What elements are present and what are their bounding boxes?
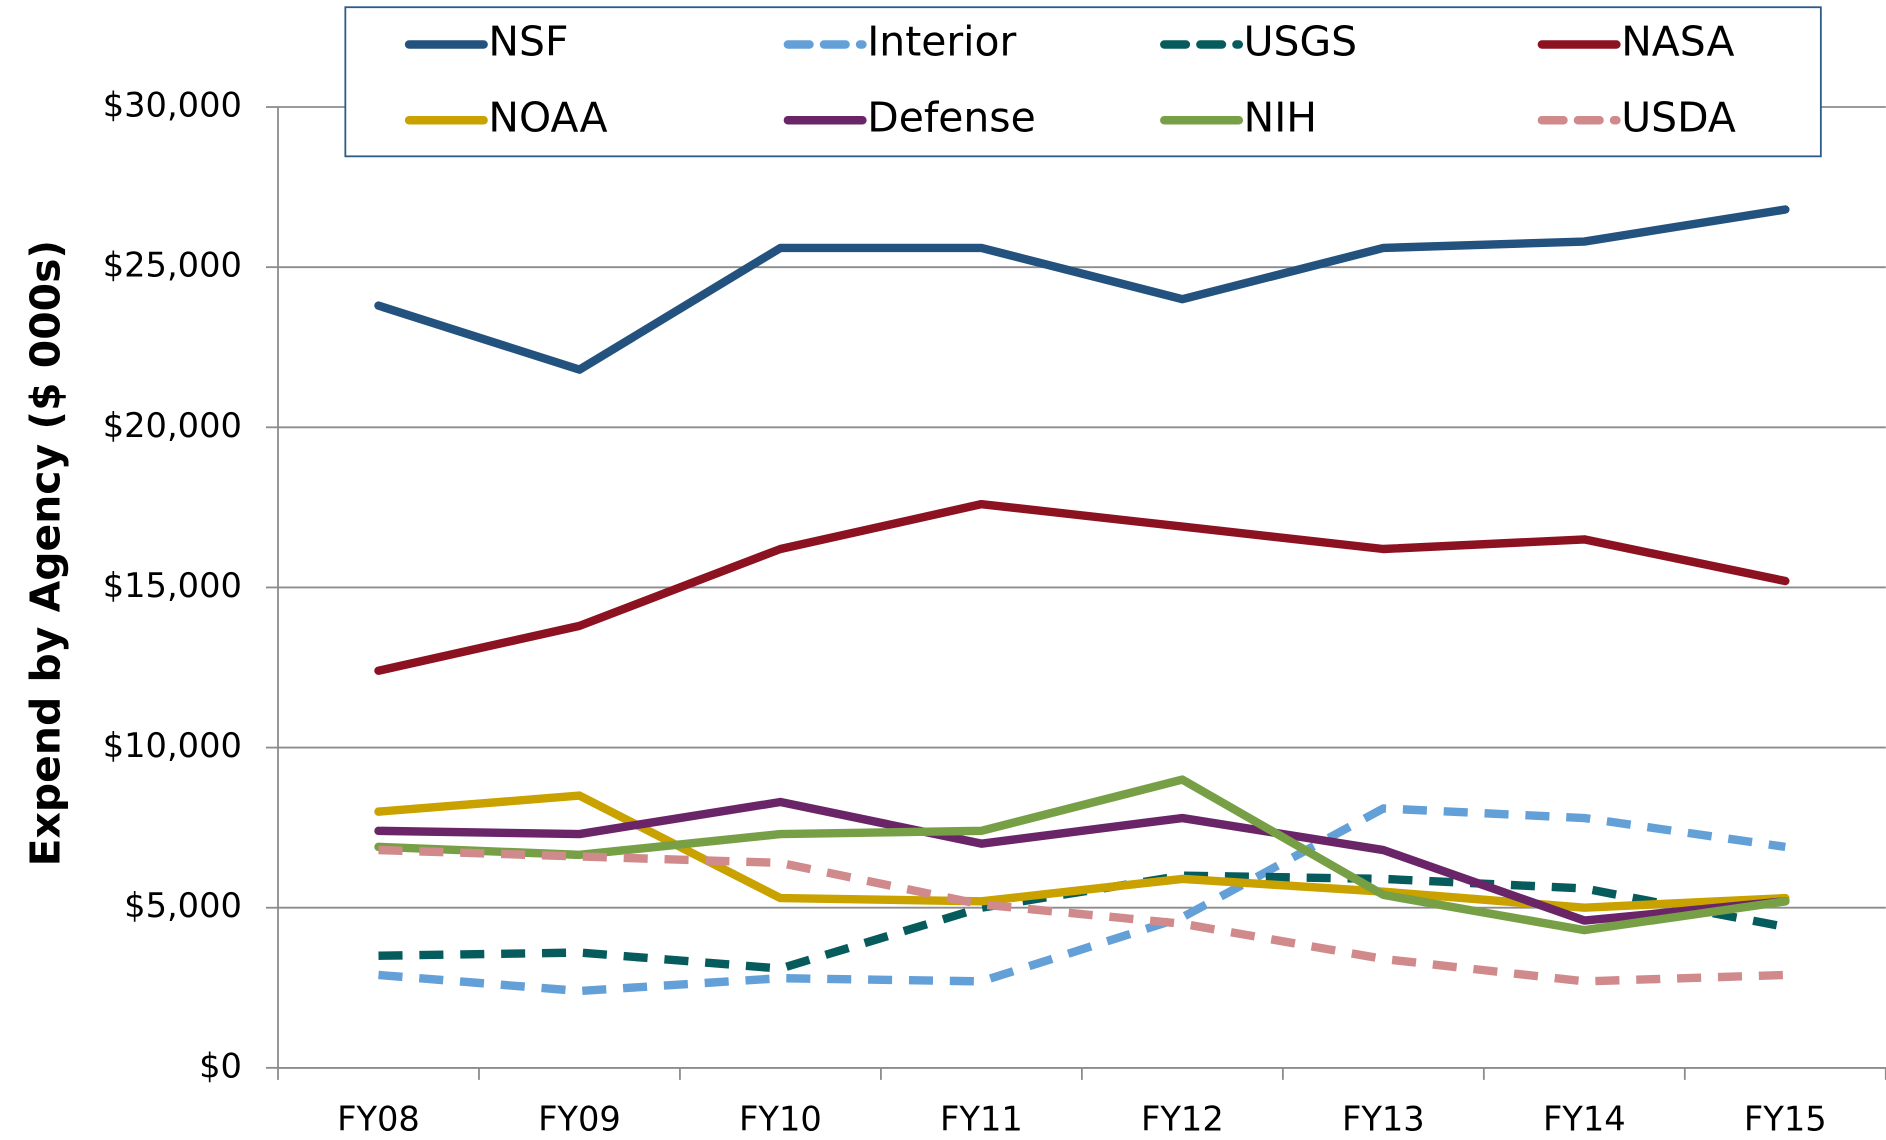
legend-label: USDA	[1621, 93, 1736, 141]
y-tick-label: $20,000	[103, 406, 242, 445]
x-tick-label: FY11	[940, 1099, 1023, 1138]
series-line	[378, 845, 1786, 986]
x-tick-label: FY15	[1744, 1099, 1827, 1138]
series-line	[374, 775, 1790, 935]
legend-label: USGS	[1244, 17, 1357, 65]
series-line	[374, 205, 1790, 374]
x-tick-label: FY14	[1543, 1099, 1626, 1138]
x-tick-label: FY08	[337, 1099, 420, 1138]
y-tick-label: $30,000	[103, 86, 242, 125]
legend-label: Defense	[867, 93, 1036, 141]
legend-label: Interior	[867, 17, 1016, 65]
series-line	[374, 797, 1790, 925]
x-tick-label: FY09	[538, 1099, 621, 1138]
y-tick-label: $15,000	[103, 566, 242, 605]
x-tick-label: FY10	[739, 1099, 822, 1138]
y-tick-label: $25,000	[103, 246, 242, 285]
y-tick-label: $0	[199, 1046, 242, 1085]
legend-label: NSF	[488, 17, 568, 65]
x-tick-label: FY13	[1342, 1099, 1425, 1138]
series-line	[374, 499, 1790, 675]
y-axis-label: Expend by Agency ($ 000s)	[21, 240, 69, 866]
legend-label: NOAA	[488, 93, 607, 141]
y-tick-label: $10,000	[103, 726, 242, 765]
y-tick-label: $5,000	[124, 886, 242, 925]
x-tick-label: FY12	[1141, 1099, 1224, 1138]
series-line	[378, 804, 1786, 996]
legend-box	[344, 6, 1822, 158]
legend-label: NASA	[1621, 17, 1734, 65]
legend-label: NIH	[1244, 93, 1317, 141]
